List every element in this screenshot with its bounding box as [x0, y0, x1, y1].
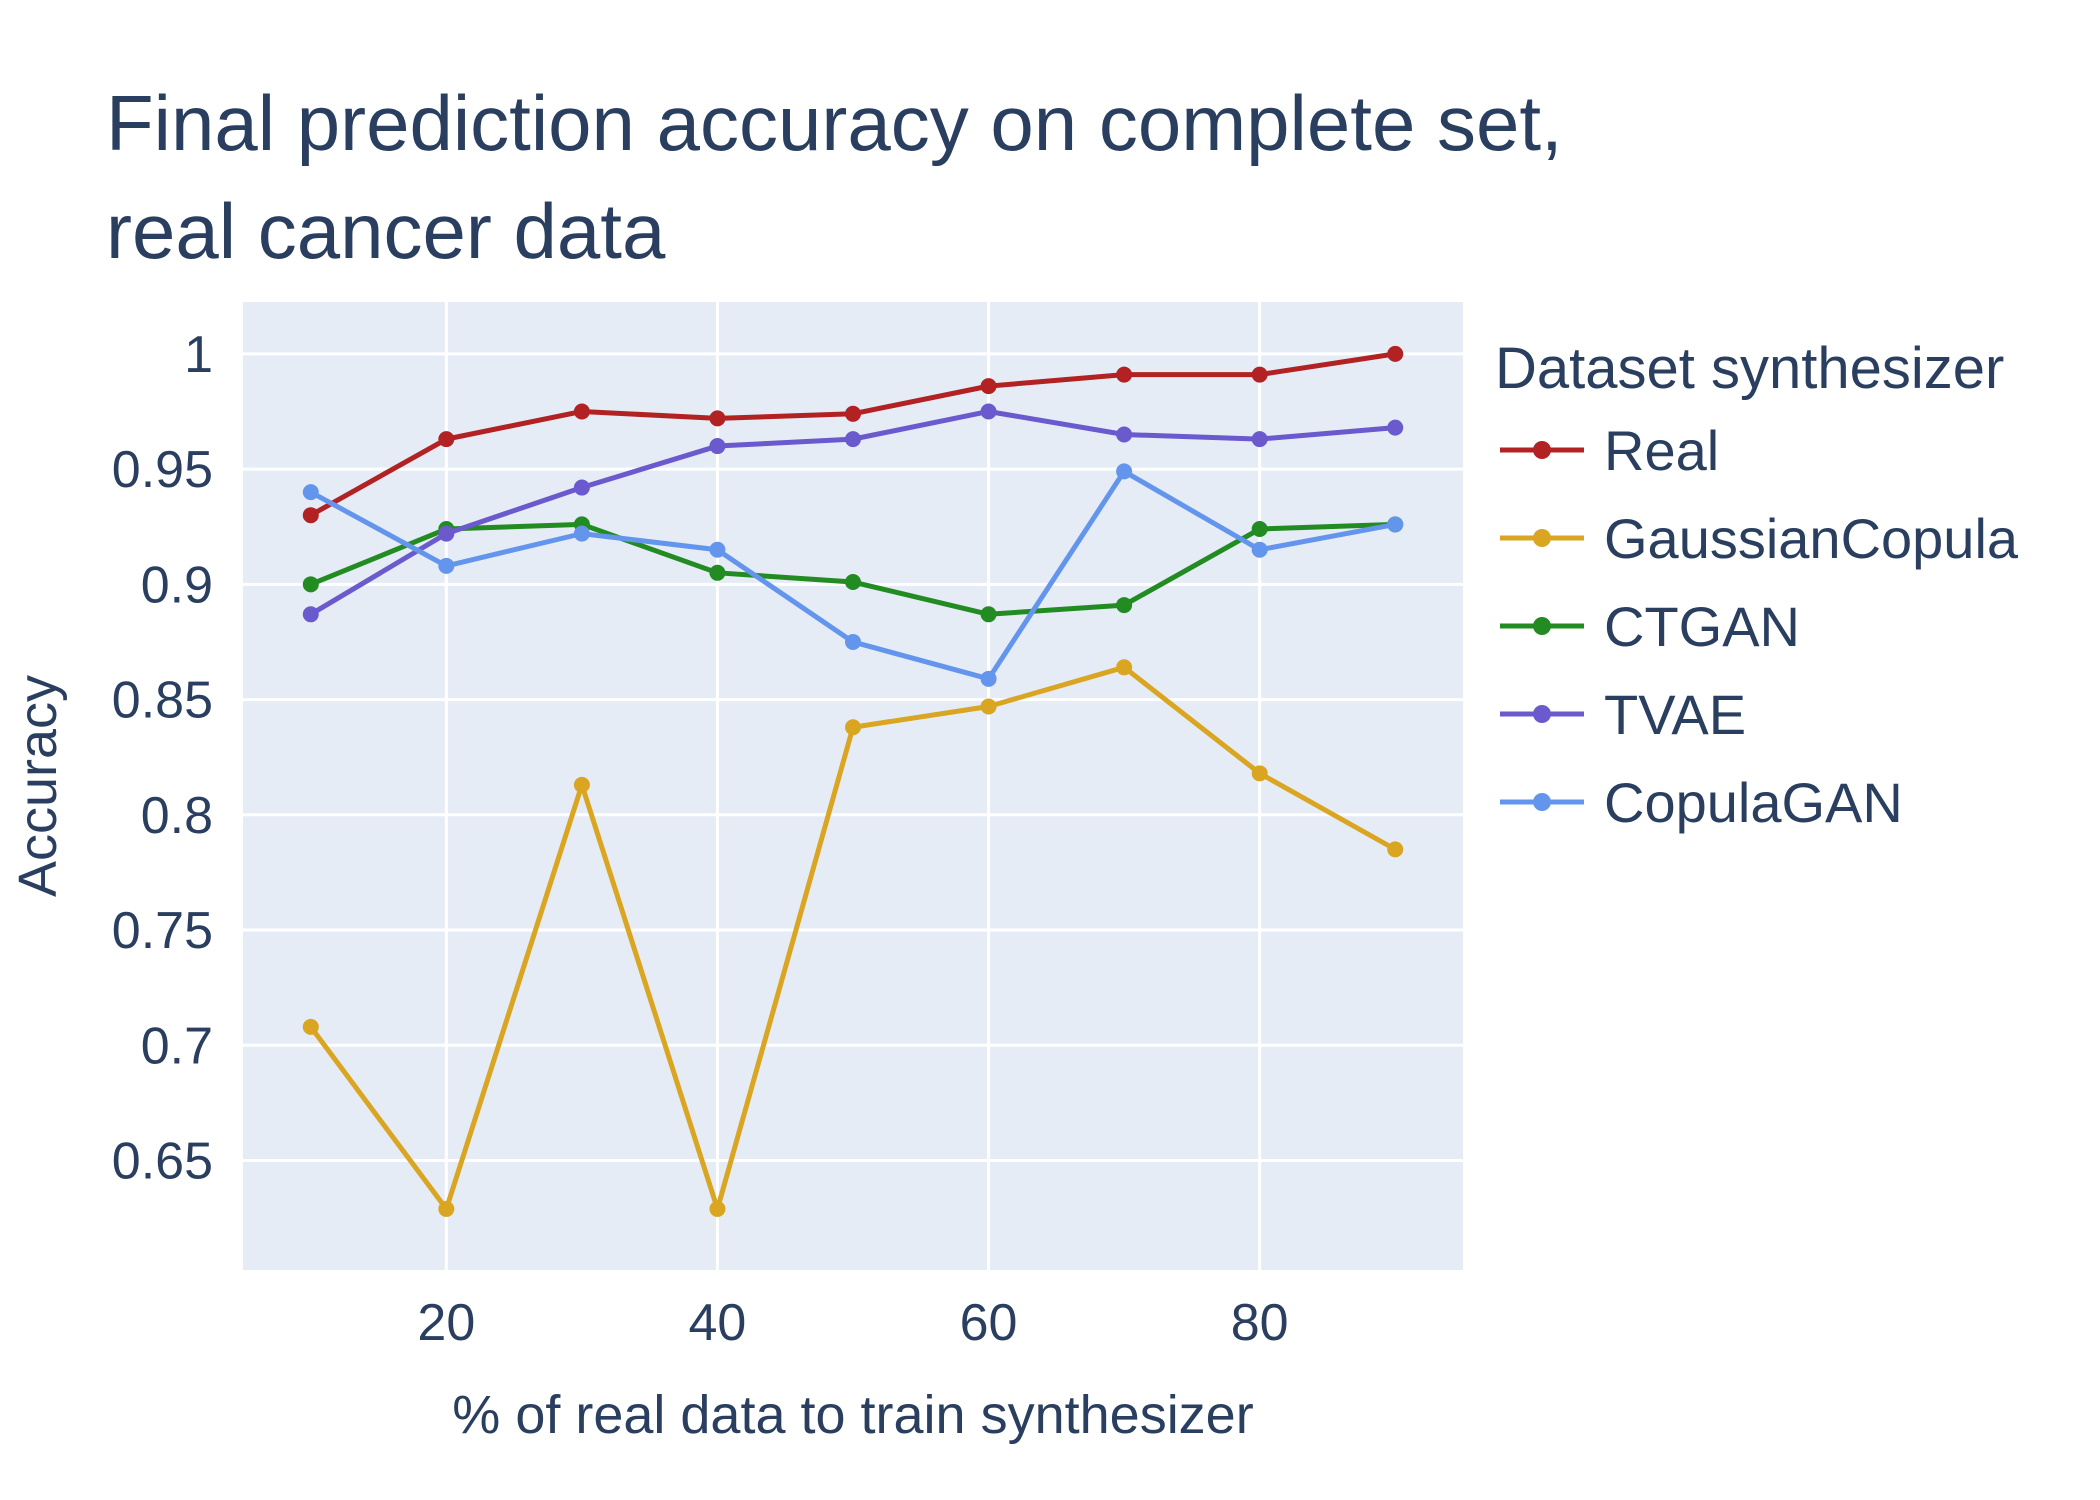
data-point-gaussiancopula [709, 1200, 726, 1217]
y-tick-label: 0.95 [112, 441, 213, 499]
data-point-ctgan [845, 574, 861, 591]
y-axis-title: Accuracy [8, 675, 68, 897]
data-point-copulagan [1387, 516, 1404, 533]
legend: Dataset synthesizer Real GaussianCopula CT… [1495, 336, 2019, 834]
legend-swatch-marker [1533, 441, 1551, 459]
series-gaussiancopula [302, 659, 1404, 1217]
data-point-ctgan [1116, 597, 1133, 614]
legend-item-tvae[interactable]: TVAE [1500, 683, 1746, 746]
y-tick-label: 1 [184, 326, 213, 384]
data-point-real [980, 378, 997, 395]
legend-item-real[interactable]: Real [1500, 419, 1719, 482]
legend-swatch-marker [1533, 617, 1551, 635]
data-point-copulagan [302, 484, 319, 501]
data-point-gaussiancopula [980, 698, 997, 715]
legend-label: GaussianCopula [1604, 507, 2019, 570]
data-point-copulagan [845, 633, 861, 650]
data-point-ctgan [302, 576, 319, 593]
legend-item-copulagan[interactable]: CopulaGAN [1500, 771, 1903, 834]
data-point-real [302, 507, 319, 524]
data-point-real [845, 405, 861, 422]
data-point-real [1116, 366, 1133, 383]
data-point-ctgan [709, 564, 726, 581]
data-point-tvae [1387, 419, 1404, 436]
x-tick-label: 20 [417, 1294, 475, 1352]
data-point-real [573, 403, 590, 420]
series-copulagan [302, 463, 1404, 687]
legend-label: Real [1604, 419, 1719, 482]
y-tick-label: 0.65 [112, 1133, 213, 1191]
data-point-copulagan [980, 670, 997, 687]
legend-swatch-marker [1533, 793, 1551, 811]
x-axis-title: % of real data to train synthesizer [452, 1385, 1253, 1445]
data-point-gaussiancopula [438, 1200, 455, 1217]
data-point-tvae [1116, 426, 1133, 443]
data-point-tvae [845, 431, 861, 448]
y-tick-label: 0.85 [112, 672, 213, 730]
data-point-tvae [709, 438, 726, 455]
data-point-copulagan [438, 557, 455, 574]
data-point-gaussiancopula [573, 776, 590, 793]
data-point-real [1251, 366, 1268, 383]
data-point-tvae [438, 525, 455, 542]
y-tick-label: 0.7 [141, 1017, 213, 1075]
legend-item-ctgan[interactable]: CTGAN [1500, 595, 1800, 658]
x-tick-label: 40 [689, 1294, 747, 1352]
series-real [302, 345, 1404, 524]
y-tick-label: 0.8 [141, 787, 213, 845]
data-point-ctgan [1251, 521, 1268, 538]
y-tick-label: 0.9 [141, 556, 213, 614]
series-tvae [302, 403, 1404, 623]
data-point-tvae [302, 606, 319, 623]
data-point-tvae [1251, 431, 1268, 448]
x-tick-label: 80 [1231, 1294, 1289, 1352]
legend-swatch-marker [1533, 705, 1551, 723]
series-lines [302, 345, 1404, 1217]
legend-title: Dataset synthesizer [1495, 336, 2004, 401]
data-point-real [709, 410, 726, 427]
data-point-gaussiancopula [1387, 841, 1404, 858]
data-point-real [438, 431, 455, 448]
data-point-gaussiancopula [302, 1018, 319, 1035]
data-point-gaussiancopula [1116, 659, 1133, 676]
x-tick-label: 60 [960, 1294, 1018, 1352]
data-point-copulagan [573, 525, 590, 542]
chart-title-line-2: real cancer data [106, 187, 666, 275]
data-point-ctgan [980, 606, 997, 623]
chart-title-line-1: Final prediction accuracy on complete se… [106, 79, 1563, 167]
legend-label: CopulaGAN [1604, 771, 1903, 834]
data-point-tvae [573, 479, 590, 496]
data-point-copulagan [1251, 541, 1268, 558]
legend-label: TVAE [1604, 683, 1746, 746]
data-point-gaussiancopula [845, 719, 861, 736]
tick-labels: 20 40 60 80 0.65 0.7 0.75 0.8 0.85 0.9 0.95 1 [112, 326, 1289, 1352]
legend-swatch-marker [1533, 529, 1551, 547]
data-point-tvae [980, 403, 997, 420]
data-point-gaussiancopula [1251, 765, 1268, 782]
legend-label: CTGAN [1604, 595, 1800, 658]
legend-items: Real GaussianCopula CTGAN TVAE CopulaGAN [1500, 419, 2019, 834]
data-point-copulagan [709, 541, 726, 558]
data-point-real [1387, 345, 1404, 362]
legend-item-gaussiancopula[interactable]: GaussianCopula [1500, 507, 2019, 570]
data-point-copulagan [1116, 463, 1133, 480]
y-tick-label: 0.75 [112, 902, 213, 960]
